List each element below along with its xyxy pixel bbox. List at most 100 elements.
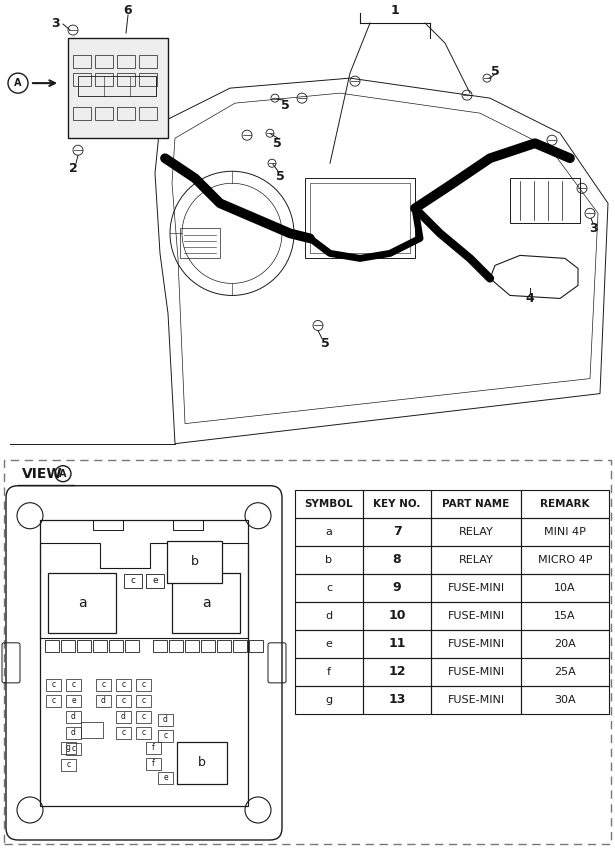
Bar bbox=[295, 574, 363, 602]
Bar bbox=[73, 73, 91, 86]
Bar bbox=[233, 640, 247, 652]
Bar bbox=[95, 55, 113, 68]
Bar bbox=[40, 520, 248, 806]
Text: b: b bbox=[198, 756, 206, 769]
Text: 11: 11 bbox=[388, 638, 406, 650]
Bar bbox=[124, 574, 142, 588]
Text: c: c bbox=[101, 680, 106, 689]
Text: 12: 12 bbox=[388, 666, 406, 678]
Bar bbox=[363, 518, 431, 546]
Text: f: f bbox=[152, 760, 155, 768]
Bar bbox=[139, 73, 157, 86]
Text: 20A: 20A bbox=[554, 639, 576, 649]
Text: SYMBOL: SYMBOL bbox=[304, 499, 353, 509]
Bar bbox=[46, 679, 61, 691]
Text: c: c bbox=[71, 745, 76, 753]
Bar bbox=[431, 489, 521, 518]
Bar bbox=[431, 518, 521, 546]
Text: c: c bbox=[130, 577, 135, 585]
Text: 13: 13 bbox=[388, 694, 406, 706]
Text: c: c bbox=[121, 680, 125, 689]
Bar bbox=[431, 546, 521, 574]
Bar bbox=[431, 630, 521, 658]
Bar bbox=[217, 640, 231, 652]
Bar bbox=[363, 574, 431, 602]
Text: e: e bbox=[163, 773, 168, 783]
Bar bbox=[136, 695, 151, 707]
Text: REMARK: REMARK bbox=[540, 499, 590, 509]
Text: b: b bbox=[191, 555, 199, 568]
Text: FUSE-MINI: FUSE-MINI bbox=[448, 667, 504, 677]
Text: c: c bbox=[52, 680, 55, 689]
Bar bbox=[61, 759, 76, 771]
Text: c: c bbox=[141, 680, 146, 689]
Bar bbox=[146, 742, 161, 754]
Bar bbox=[93, 520, 123, 530]
Bar bbox=[61, 640, 75, 652]
Bar bbox=[521, 602, 609, 630]
Bar bbox=[136, 727, 151, 739]
Text: c: c bbox=[141, 728, 146, 738]
Bar bbox=[66, 695, 81, 707]
Bar bbox=[521, 489, 609, 518]
Text: RELAY: RELAY bbox=[459, 555, 493, 565]
Text: 6: 6 bbox=[124, 3, 132, 16]
Bar bbox=[139, 55, 157, 68]
Bar bbox=[66, 711, 81, 722]
Text: a: a bbox=[202, 596, 210, 610]
Text: 5: 5 bbox=[491, 64, 499, 78]
Text: 25A: 25A bbox=[554, 667, 576, 677]
Bar bbox=[521, 630, 609, 658]
Bar bbox=[45, 640, 59, 652]
Bar bbox=[363, 686, 431, 714]
Text: c: c bbox=[66, 761, 71, 769]
Text: 10: 10 bbox=[388, 610, 406, 622]
Text: 4: 4 bbox=[526, 292, 534, 305]
Bar bbox=[146, 758, 161, 770]
Text: f: f bbox=[327, 667, 331, 677]
Bar bbox=[116, 711, 131, 722]
Bar bbox=[93, 640, 107, 652]
Text: 5: 5 bbox=[320, 337, 330, 350]
Bar bbox=[363, 489, 431, 518]
Text: 15A: 15A bbox=[554, 611, 576, 621]
Bar bbox=[295, 630, 363, 658]
Text: PART NAME: PART NAME bbox=[442, 499, 510, 509]
Text: c: c bbox=[121, 696, 125, 706]
Text: 3: 3 bbox=[589, 222, 597, 235]
Bar bbox=[180, 228, 220, 259]
Text: 5: 5 bbox=[276, 170, 284, 183]
Text: A: A bbox=[14, 78, 22, 88]
Text: c: c bbox=[141, 712, 146, 722]
Text: c: c bbox=[52, 696, 55, 706]
Bar bbox=[310, 183, 410, 254]
Text: 9: 9 bbox=[393, 581, 402, 594]
Bar bbox=[77, 640, 91, 652]
Text: MINI 4P: MINI 4P bbox=[544, 527, 586, 537]
Text: RELAY: RELAY bbox=[459, 527, 493, 537]
Bar bbox=[125, 640, 139, 652]
Text: VIEW: VIEW bbox=[22, 466, 63, 481]
Bar bbox=[117, 73, 135, 86]
Bar bbox=[173, 520, 203, 530]
Text: g: g bbox=[66, 744, 71, 752]
Text: FUSE-MINI: FUSE-MINI bbox=[448, 695, 504, 705]
Bar bbox=[521, 686, 609, 714]
Text: 8: 8 bbox=[393, 553, 402, 566]
Bar bbox=[117, 55, 135, 68]
Bar bbox=[96, 695, 111, 707]
Bar bbox=[201, 640, 215, 652]
Bar bbox=[66, 727, 81, 739]
Text: 30A: 30A bbox=[554, 695, 576, 705]
Bar bbox=[109, 640, 123, 652]
Bar bbox=[68, 38, 168, 138]
Text: d: d bbox=[163, 716, 168, 724]
Bar bbox=[95, 107, 113, 120]
Text: c: c bbox=[141, 696, 146, 706]
Bar bbox=[81, 722, 103, 738]
Bar bbox=[66, 743, 81, 755]
Text: c: c bbox=[121, 728, 125, 738]
Bar bbox=[431, 574, 521, 602]
Text: 7: 7 bbox=[392, 525, 402, 538]
Bar bbox=[139, 107, 157, 120]
